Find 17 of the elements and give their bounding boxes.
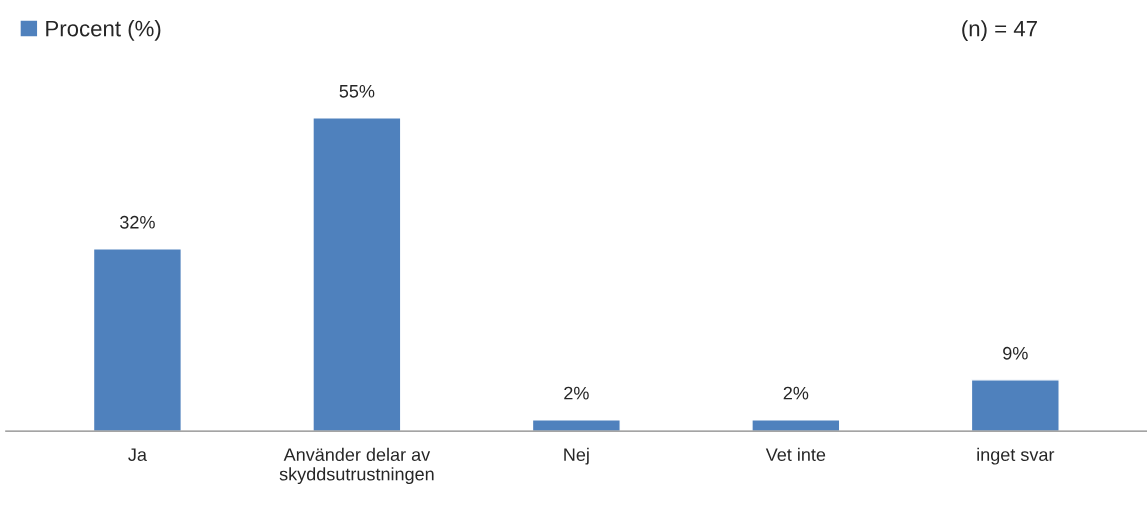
bar	[970, 379, 1060, 432]
legend-label: Procent (%)	[46, 20, 161, 41]
data-label: 55%	[339, 84, 375, 98]
bar	[92, 248, 183, 432]
bar	[751, 419, 841, 432]
data-label: 2%	[783, 386, 809, 400]
bar	[531, 419, 621, 432]
bar	[312, 117, 402, 432]
data-label: 32%	[120, 215, 155, 229]
x-tick-label: inget svar	[977, 447, 1055, 465]
x-tick-label: Använder delar av skyddsutrustningen	[279, 447, 434, 485]
x-tick-label: Ja	[128, 448, 147, 462]
text: (n) = 47	[962, 20, 1037, 41]
x-tick-label: Vet inte	[765, 447, 826, 462]
x-tick-label: Nej	[564, 447, 589, 465]
data-label: 2%	[564, 386, 589, 400]
data-label: 9%	[1003, 346, 1028, 360]
